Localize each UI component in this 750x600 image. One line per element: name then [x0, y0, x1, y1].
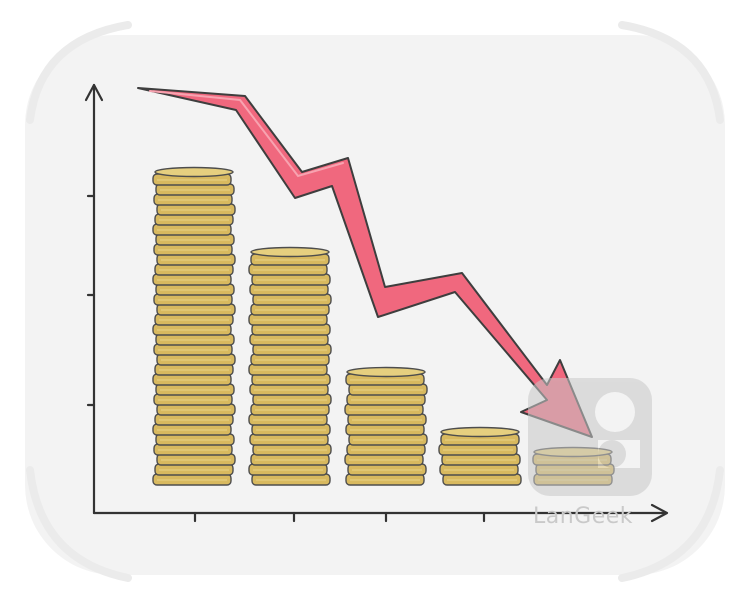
coin-top	[250, 246, 330, 258]
coin	[252, 443, 332, 456]
coin-top	[346, 366, 426, 378]
coin	[156, 403, 236, 416]
coin-stack	[346, 366, 426, 378]
y-axis-arrowhead	[84, 83, 104, 102]
coin	[152, 473, 232, 486]
coin	[248, 313, 328, 326]
coin	[155, 233, 235, 246]
coin	[154, 363, 234, 376]
coin-stack	[440, 426, 520, 438]
coin	[248, 413, 328, 426]
langeek-logo-icon	[528, 378, 652, 496]
coin	[348, 433, 428, 446]
watermark-text: LanGeek	[533, 504, 634, 529]
coin	[347, 463, 427, 476]
coin	[152, 323, 232, 336]
coin	[345, 473, 425, 486]
chart-axes	[84, 83, 669, 523]
coin	[252, 293, 332, 306]
coin	[249, 433, 329, 446]
coin	[252, 393, 332, 406]
coin	[251, 423, 331, 436]
coin	[251, 273, 331, 286]
coin	[251, 323, 331, 336]
coin	[152, 223, 232, 236]
coin	[153, 393, 233, 406]
decorative-frame	[26, 21, 724, 582]
coin	[153, 293, 233, 306]
x-axis-arrowhead	[650, 503, 669, 523]
coin	[155, 283, 235, 296]
coin	[155, 183, 235, 196]
coin	[250, 453, 330, 466]
coin	[152, 423, 232, 436]
coin	[154, 313, 234, 326]
coin	[156, 303, 236, 316]
coin-stack	[154, 166, 234, 178]
coin	[442, 473, 522, 486]
coin	[251, 473, 331, 486]
coin-top	[154, 166, 234, 178]
coin-top	[440, 426, 520, 438]
coin-stack	[250, 246, 330, 258]
coin	[344, 403, 424, 416]
coin	[154, 213, 234, 226]
